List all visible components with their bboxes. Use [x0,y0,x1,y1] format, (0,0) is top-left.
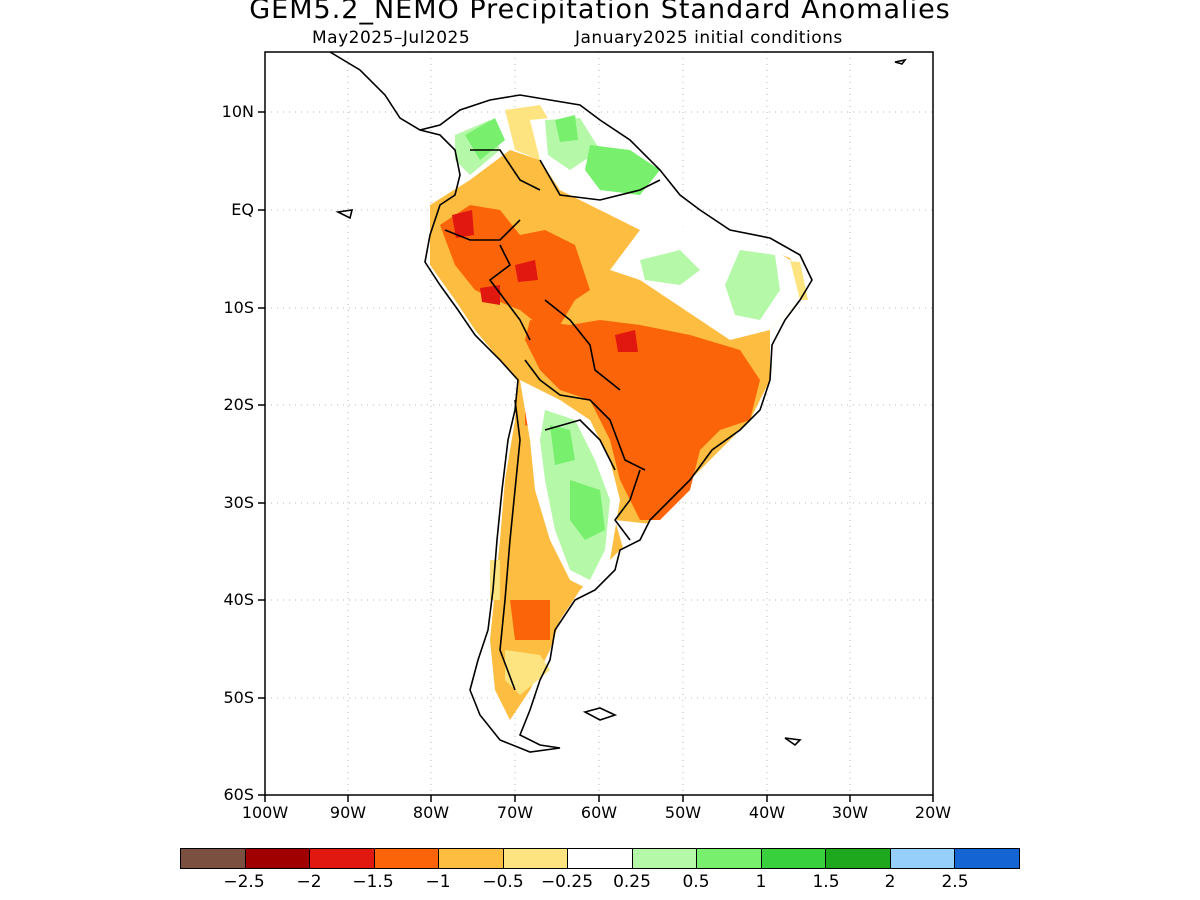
lon-label-80w: 80W [412,803,450,822]
lon-label-30w: 30W [831,803,869,822]
anomaly-fields [430,105,808,720]
lon-label-40w: 40W [748,803,786,822]
map-title: GEM5.2_NEMO Precipitation Standard Anoma… [249,0,951,25]
anomaly-region-green-paraguay [570,480,605,540]
coastlines-and-borders [329,51,907,753]
anomaly-region-orange-west-amazon [440,205,590,330]
lon-label-50w: 50W [664,803,702,822]
lat-label-10n: 10N [221,102,254,121]
colorbar-swatch [374,849,440,868]
colorbar-label: 0.5 [682,872,710,892]
lat-label-20s: 20S [223,395,254,414]
colorbar-label: −2 [296,872,322,892]
colorbar [180,848,1020,869]
colorbar-swatch [761,849,827,868]
anomaly-region-red-mato-grosso [615,330,638,352]
colorbar-swatch [503,849,569,868]
anomaly-region-yellow-patagonia [505,650,550,695]
colorbar-swatch [955,849,1019,868]
colorbar-swatch [310,849,375,868]
colorbar-label: 1 [755,872,767,892]
anomaly-region-orange-central [525,320,760,520]
colorbar-swatch [245,849,311,868]
colorbar-label: −1 [425,872,451,892]
anomaly-region-green-chaco-north [550,425,575,465]
anomaly-region-red-ecuador [452,210,474,238]
lat-label-eq: EQ [231,200,254,219]
anomaly-region-green-venezuela [555,115,578,142]
colorbar-label: 0.25 [613,872,651,892]
colorbar-swatch [826,849,891,868]
lon-label-60w: 60W [580,803,618,822]
lon-label-70w: 70W [496,803,534,822]
colorbar-label: −1.5 [352,872,394,892]
colorbar-swatch [181,849,246,868]
lat-label-60s: 60S [223,785,254,804]
colorbar-swatch [632,849,698,868]
colorbar-label: −0.5 [482,872,524,892]
colorbar-label: 2.5 [941,872,969,892]
colorbar-label: −0.25 [540,872,594,892]
lat-label-10s: 10S [223,298,254,317]
lat-label-30s: 30S [223,493,254,512]
anomaly-region-green-guiana [585,145,660,195]
lon-label-100w: 100W [241,803,289,822]
forecast-period: May2025–Jul2025 [312,28,471,48]
lat-label-50s: 50S [223,688,254,707]
colorbar-swatch [697,849,762,868]
initial-conditions: January2025 initial conditions [575,28,843,48]
lon-label-20w: 20W [914,803,952,822]
colorbar-swatch [568,849,633,868]
colorbar-swatch [439,849,504,868]
lat-label-40s: 40S [223,590,254,609]
colorbar-swatch [890,849,956,868]
anomaly-region-lightgreen-northeast [725,250,780,320]
anomaly-region-orange-patagonia [510,600,550,640]
anomaly-region-red-amazon [515,260,538,282]
lon-label-90w: 90W [329,803,367,822]
colorbar-label: 2 [884,872,896,892]
axis-ticks [258,111,934,802]
anomaly-region-red-peru [480,285,500,305]
colorbar-label: −2.5 [223,872,265,892]
colorbar-label: 1.5 [812,872,840,892]
anomaly-region-lightgreen-brazil [640,250,700,285]
